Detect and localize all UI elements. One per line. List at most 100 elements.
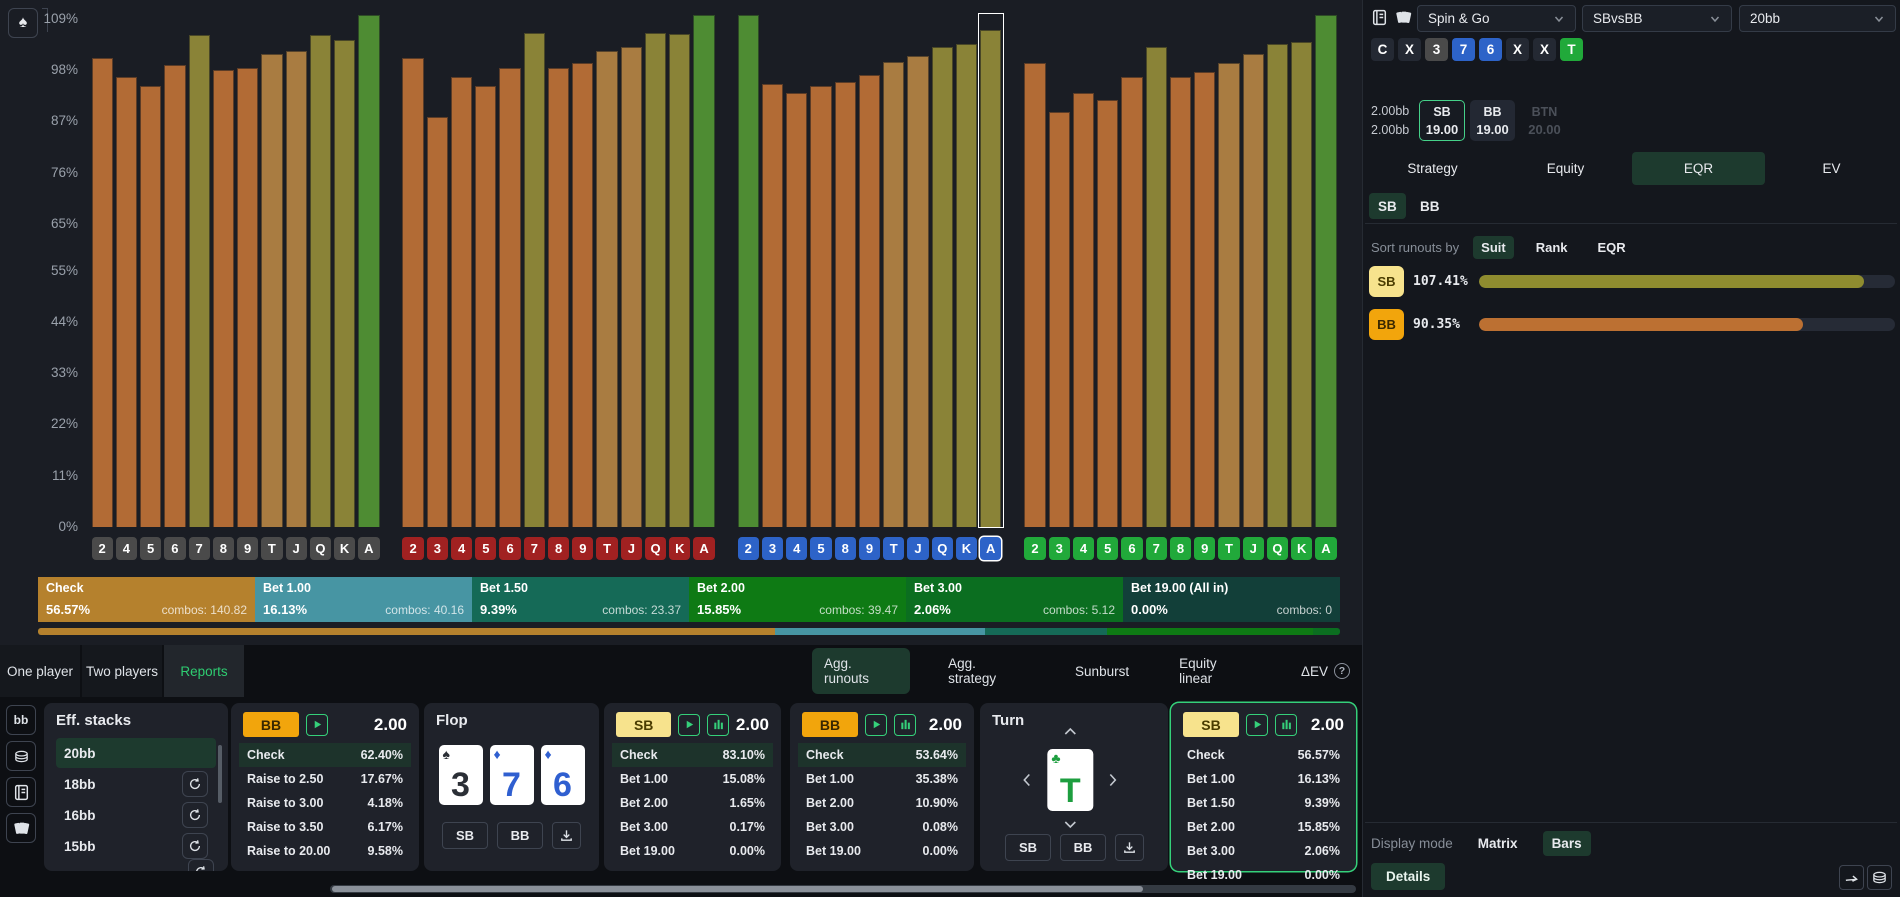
runout-label-6-spades[interactable]: 6 xyxy=(164,537,186,560)
runout-label-7-clubs[interactable]: 7 xyxy=(1145,537,1167,560)
range-button-sb[interactable]: SB xyxy=(442,822,488,849)
play-button[interactable] xyxy=(306,713,328,736)
player-badge-sb[interactable]: SB xyxy=(616,712,672,737)
seat-bb[interactable]: BB 19.00 xyxy=(1470,100,1515,141)
action-chip-7-3[interactable]: 7 xyxy=(1452,38,1475,61)
runout-bar-Q-spades[interactable] xyxy=(308,14,332,527)
spot-dropdown[interactable]: SBvsBB xyxy=(1582,5,1732,32)
runout-label-9-diamonds[interactable]: 9 xyxy=(858,537,881,560)
runout-label-K-hearts[interactable]: K xyxy=(669,537,691,560)
runout-bar-4-clubs[interactable] xyxy=(1071,14,1095,527)
action-chip-6-4[interactable]: 6 xyxy=(1479,38,1502,61)
turn-card-right-icon[interactable] xyxy=(1105,773,1119,787)
rail-book-icon[interactable] xyxy=(6,777,36,807)
runout-label-4-diamonds[interactable]: 4 xyxy=(786,537,808,560)
action-chip-X-5[interactable]: X xyxy=(1506,38,1529,61)
runout-label-K-spades[interactable]: K xyxy=(334,537,356,560)
runout-bar-T-clubs[interactable] xyxy=(1217,14,1241,527)
range-button-sb[interactable]: SB xyxy=(1005,834,1051,861)
runout-bar-4-spades[interactable] xyxy=(114,14,138,527)
runout-bar-T-diamonds[interactable] xyxy=(882,14,906,527)
board-card-6-diamond[interactable]: ♦ 6 xyxy=(540,745,585,805)
runout-label-5-spades[interactable]: 5 xyxy=(140,537,162,560)
panel-collapse-handle[interactable] xyxy=(42,8,48,32)
runout-bar-5-spades[interactable] xyxy=(139,14,163,527)
runout-bar-K-clubs[interactable] xyxy=(1290,14,1314,527)
player-toggle-bb[interactable]: BB xyxy=(1420,198,1440,214)
tab-agg-strategy[interactable]: Agg. strategy xyxy=(936,648,1037,694)
runout-label-7-spades[interactable]: 7 xyxy=(188,537,210,560)
refresh-button-partial[interactable] xyxy=(188,859,214,871)
stack-item-16bb[interactable]: 16bb xyxy=(56,800,216,830)
horizontal-scrollbar[interactable] xyxy=(330,885,1356,893)
turn-card-left-icon[interactable] xyxy=(1021,773,1035,787)
board-card-7-diamond[interactable]: ♦ 7 xyxy=(489,745,534,805)
runout-bar-2-clubs[interactable] xyxy=(1023,14,1047,527)
runout-label-J-diamonds[interactable]: J xyxy=(907,537,929,560)
runout-bar-T-spades[interactable] xyxy=(260,14,284,527)
tab-two-players[interactable]: Two players xyxy=(82,645,162,697)
runout-bar-J-hearts[interactable] xyxy=(619,14,643,527)
runout-label-2-diamonds[interactable]: 2 xyxy=(737,537,759,560)
stack-item-18bb[interactable]: 18bb xyxy=(56,769,216,799)
action-row-check[interactable]: Check 62.40% xyxy=(239,743,411,767)
tab-δev[interactable]: ΔEV? xyxy=(1289,655,1362,687)
runout-bar-5-hearts[interactable] xyxy=(474,14,498,527)
game-type-dropdown[interactable]: Spin & Go xyxy=(1417,5,1576,32)
board-card-3-spade[interactable]: ♠ 3 xyxy=(438,745,483,805)
download-button[interactable] xyxy=(1115,834,1144,861)
play-button[interactable] xyxy=(678,713,701,736)
runout-label-8-clubs[interactable]: 8 xyxy=(1169,537,1192,560)
sidebar-cards-icon[interactable] xyxy=(1394,8,1416,30)
runout-label-Q-diamonds[interactable]: Q xyxy=(931,537,953,560)
runout-label-Q-hearts[interactable]: Q xyxy=(644,537,667,560)
runout-bar-8-spades[interactable] xyxy=(211,14,235,527)
runout-bar-4-hearts[interactable] xyxy=(449,14,473,527)
action-chip-3-2[interactable]: 3 xyxy=(1425,38,1448,61)
stack-item-15bb[interactable]: 15bb xyxy=(56,831,216,861)
runout-label-9-hearts[interactable]: 9 xyxy=(572,537,594,560)
action-row-bet-3-00[interactable]: Bet 3.00 2.06% xyxy=(1183,839,1344,863)
runout-bar-3-hearts[interactable] xyxy=(425,14,449,527)
view-tab-strategy[interactable]: Strategy xyxy=(1407,161,1458,176)
runout-label-8-hearts[interactable]: 8 xyxy=(547,537,570,560)
player-badge-bb[interactable]: BB xyxy=(243,712,299,737)
runout-label-T-hearts[interactable]: T xyxy=(596,537,618,560)
runout-bar-A-hearts[interactable] xyxy=(692,14,716,527)
runout-bar-7-clubs[interactable] xyxy=(1144,14,1168,527)
action-row-raise-to-3-50[interactable]: Raise to 3.50 6.17% xyxy=(243,815,407,839)
rail-chips-icon[interactable] xyxy=(6,741,36,771)
runout-bar-2-spades[interactable] xyxy=(90,14,114,527)
strip-action-bet-2-00[interactable]: Bet 2.00 15.85% combos: 39.47 xyxy=(689,577,906,622)
action-row-bet-2-00[interactable]: Bet 2.00 10.90% xyxy=(802,791,962,815)
rail-bb-button[interactable]: bb xyxy=(6,705,36,735)
runout-bar-5-clubs[interactable] xyxy=(1096,14,1120,527)
strip-action-bet-1-50[interactable]: Bet 1.50 9.39% combos: 23.37 xyxy=(472,577,689,622)
runout-label-6-clubs[interactable]: 6 xyxy=(1121,537,1143,560)
action-row-bet-19-00[interactable]: Bet 19.00 0.00% xyxy=(1183,863,1344,887)
turn-card-down-icon[interactable] xyxy=(1063,820,1077,833)
turn-card-up-icon[interactable] xyxy=(1063,727,1077,740)
action-row-bet-19-00[interactable]: Bet 19.00 0.00% xyxy=(616,839,769,863)
strip-action-bet-1-00[interactable]: Bet 1.00 16.13% combos: 40.16 xyxy=(255,577,472,622)
runout-label-K-clubs[interactable]: K xyxy=(1291,537,1313,560)
runout-label-A-diamonds[interactable]: A xyxy=(980,537,1002,560)
runout-label-9-clubs[interactable]: 9 xyxy=(1194,537,1216,560)
tab-agg-runouts[interactable]: Agg. runouts xyxy=(812,648,911,694)
runout-label-5-clubs[interactable]: 5 xyxy=(1097,537,1119,560)
runout-bar-Q-diamonds[interactable] xyxy=(930,14,954,527)
runout-label-4-hearts[interactable]: 4 xyxy=(450,537,473,560)
sidebar-book-icon[interactable] xyxy=(1370,8,1392,30)
runout-label-8-diamonds[interactable]: 8 xyxy=(834,537,856,560)
action-row-bet-2-00[interactable]: Bet 2.00 1.65% xyxy=(616,791,769,815)
runout-bar-J-diamonds[interactable] xyxy=(906,14,930,527)
runout-bar-8-hearts[interactable] xyxy=(546,14,570,527)
runout-label-Q-clubs[interactable]: Q xyxy=(1266,537,1289,560)
runout-bar-9-clubs[interactable] xyxy=(1193,14,1217,527)
runout-bar-J-clubs[interactable] xyxy=(1241,14,1265,527)
runout-bar-6-clubs[interactable] xyxy=(1120,14,1144,527)
runout-bar-K-hearts[interactable] xyxy=(668,14,692,527)
action-row-bet-3-00[interactable]: Bet 3.00 0.17% xyxy=(616,815,769,839)
ranges-button[interactable] xyxy=(894,713,916,736)
range-button-bb[interactable]: BB xyxy=(497,822,543,849)
